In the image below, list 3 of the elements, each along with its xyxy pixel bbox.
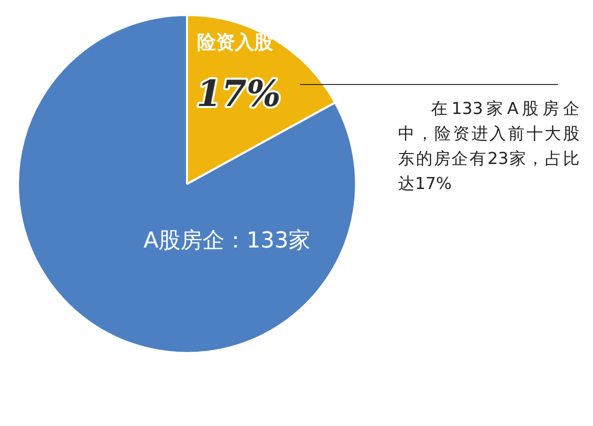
text: 在133家A股房企中，险资进入前十大股东的房企有23家，占比达17% — [398, 98, 580, 195]
slice-label: A股房企：133家 — [143, 228, 311, 254]
data-label: 17% — [196, 73, 281, 116]
